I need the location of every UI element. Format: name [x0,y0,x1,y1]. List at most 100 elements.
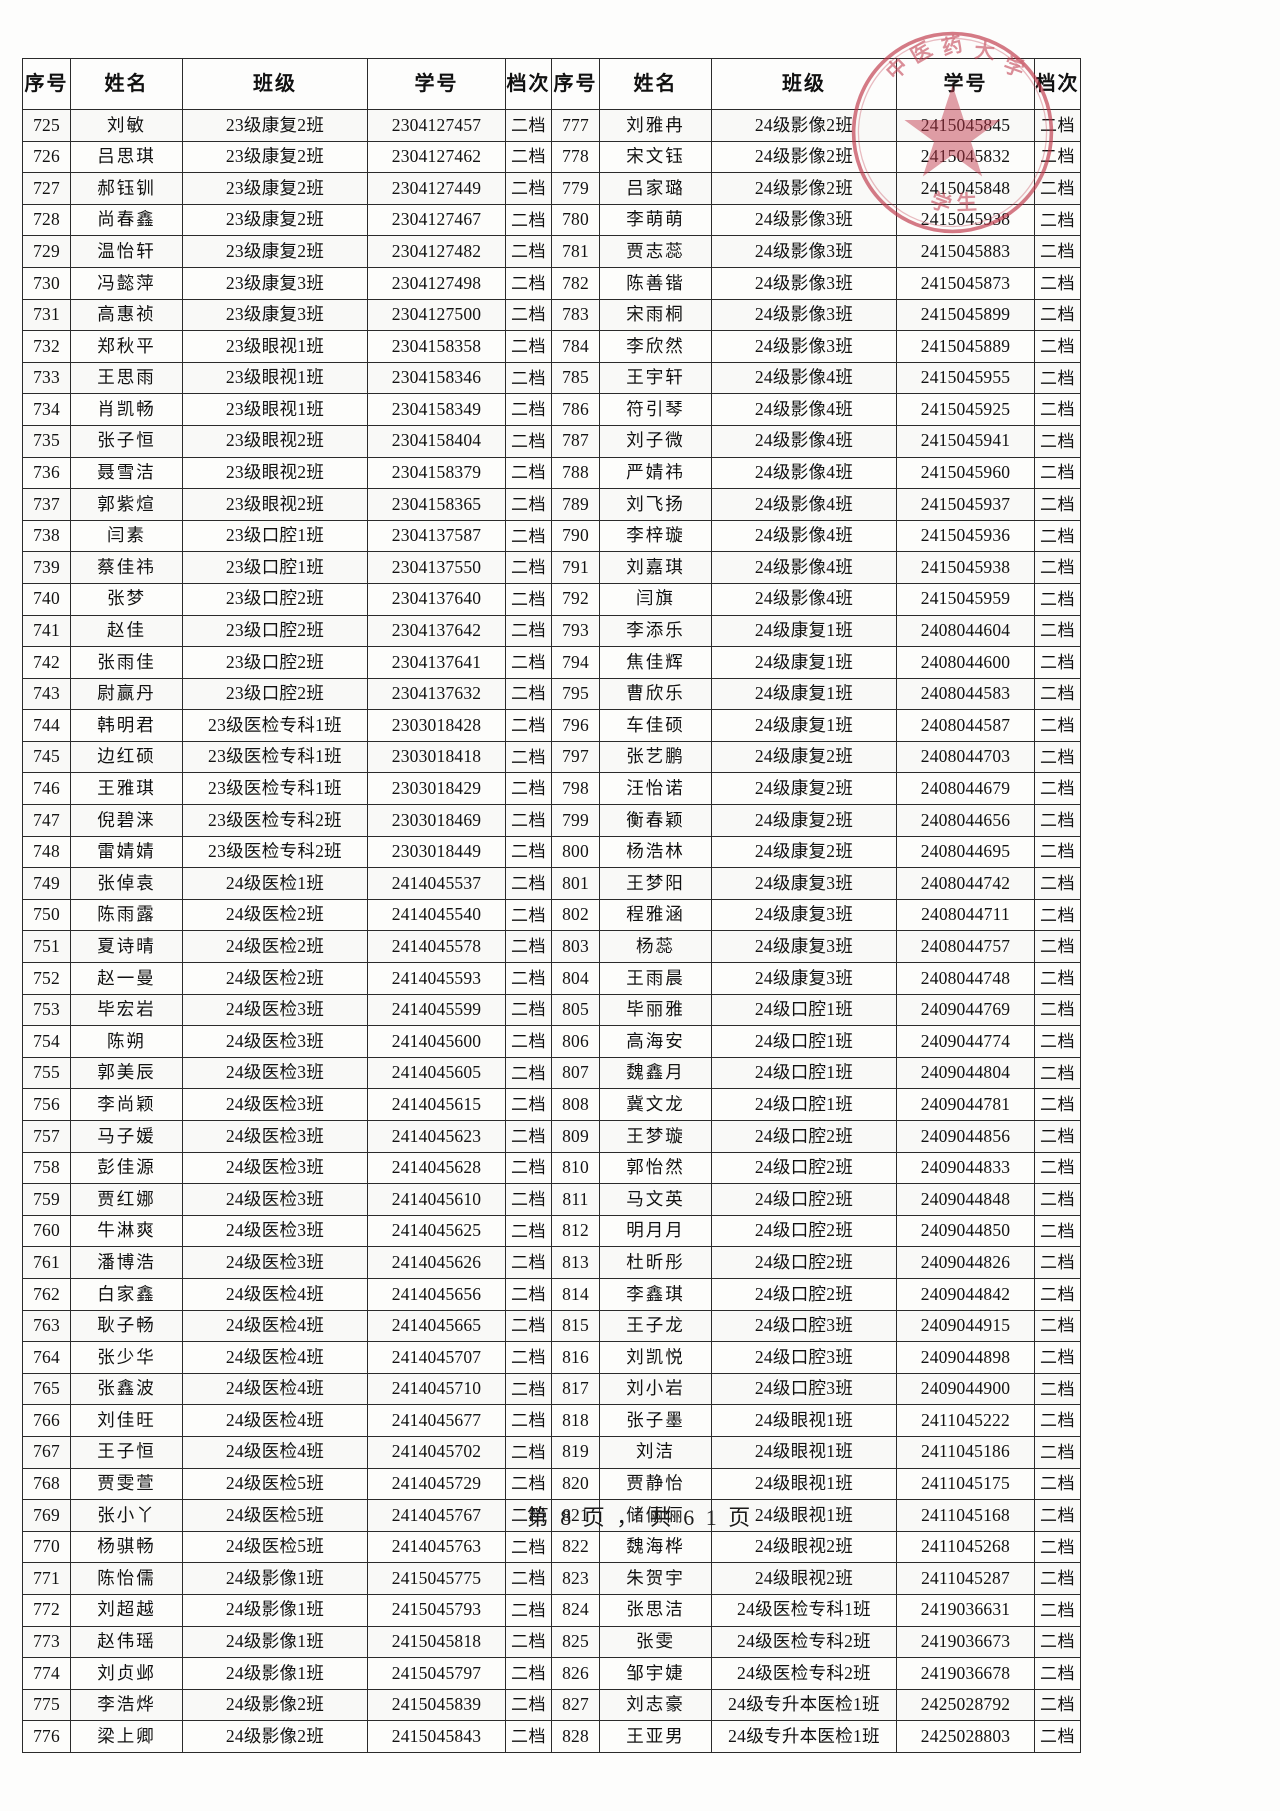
cell-seq-left: 745 [22,740,71,774]
cell-sid-right: 2409044842 [896,1277,1035,1311]
cell-seq-right: 778 [551,140,600,174]
cell-sid-left: 2415045797 [367,1657,506,1690]
cell-sid-right: 2408044604 [896,614,1035,648]
cell-seq-left: 727 [22,172,71,205]
cell-tier-right: 二档 [1034,962,1081,995]
cell-sid-right: 2408044587 [896,709,1035,742]
cell-tier-right: 二档 [1034,614,1081,648]
cell-name-left: 刘佳旺 [70,1404,183,1437]
cell-name-left: 梁上卿 [70,1720,183,1753]
cell-name-left: 郭紫煊 [70,488,183,521]
cell-seq-right: 812 [551,1214,600,1248]
cell-cls-left: 24级影像1班 [182,1593,368,1627]
cell-cls-right: 24级康复3班 [711,898,897,932]
cell-cls-right: 24级影像4班 [711,582,897,616]
cell-name-left: 倪碧涞 [70,804,183,837]
cell-seq-right: 802 [551,898,600,932]
cell-seq-left: 753 [22,993,71,1027]
cell-sid-left: 2304127457 [367,109,506,142]
cell-seq-left: 761 [22,1246,71,1279]
cell-name-left: 蔡佳祎 [70,551,183,584]
cell-sid-right: 2411045175 [896,1467,1035,1501]
cell-seq-left: 765 [22,1372,71,1406]
cell-name-left: 马子媛 [70,1120,183,1153]
cell-seq-right: 777 [551,109,600,142]
cell-seq-left: 764 [22,1341,71,1374]
cell-name-left: 闫素 [70,519,183,553]
cell-tier-right: 二档 [1034,1025,1081,1058]
cell-name-left: 雷婧婧 [70,835,183,869]
table-row: 756 李尚颖 24级医检3班 2414045615 二档 808 冀文龙 24级口腔1班 24… [22,1088,1081,1121]
cell-sid-left: 2304137587 [367,519,506,553]
cell-tier-right: 二档 [1034,1562,1081,1595]
cell-tier-left: 二档 [505,740,552,774]
roster-table-container: 序号 姓名 班级 学号 档次 序号 姓名 班级 学号 档次 725 刘敏 23级康复… [22,58,1081,1753]
cell-sid-right: 2419036631 [896,1593,1035,1627]
cell-name-left: 贾雯萱 [70,1467,183,1501]
cell-tier-right: 二档 [1034,1183,1081,1216]
cell-sid-right: 2411045287 [896,1562,1035,1595]
cell-seq-right: 794 [551,646,600,679]
table-row: 772 刘超越 24级影像1班 2415045793 二档 824 张思洁 24级医检专科1班… [22,1593,1081,1627]
cell-seq-right: 788 [551,456,600,490]
cell-sid-right: 2415045899 [896,298,1035,332]
cell-name-left: 夏诗晴 [70,930,183,964]
col-header-student-id-right: 学号 [896,58,1035,110]
cell-tier-left: 二档 [505,804,552,837]
cell-cls-left: 23级康复2班 [182,235,368,268]
table-row: 759 贾红娜 24级医检3班 2414045610 二档 811 马文英 24级口腔2班 24… [22,1183,1081,1216]
cell-name-right: 刘子微 [599,424,712,458]
cell-seq-right: 819 [551,1435,600,1469]
cell-seq-right: 805 [551,993,600,1027]
cell-name-right: 朱贺宇 [599,1562,712,1595]
cell-sid-left: 2415045775 [367,1562,506,1595]
cell-sid-right: 2415045955 [896,361,1035,395]
table-row: 725 刘敏 23级康复2班 2304127457 二档 777 刘雅冉 24级影像2班 241… [22,109,1081,142]
cell-tier-left: 二档 [505,551,552,584]
cell-seq-right: 818 [551,1404,600,1437]
cell-sid-left: 2414045540 [367,898,506,932]
cell-name-left: 郑秋平 [70,330,183,363]
cell-cls-left: 24级影像1班 [182,1625,368,1659]
cell-name-right: 曹欣乐 [599,677,712,711]
cell-cls-right: 24级口腔3班 [711,1309,897,1343]
cell-seq-right: 797 [551,740,600,774]
cell-cls-left: 23级康复2班 [182,203,368,237]
cell-name-right: 张艺鹏 [599,740,712,774]
cell-tier-left: 二档 [505,1341,552,1374]
cell-cls-left: 24级医检4班 [182,1309,368,1343]
cell-seq-left: 726 [22,140,71,174]
cell-tier-left: 二档 [505,835,552,869]
cell-tier-right: 二档 [1034,519,1081,553]
cell-sid-right: 2409044900 [896,1372,1035,1406]
cell-cls-right: 24级口腔2班 [711,1277,897,1311]
cell-tier-left: 二档 [505,582,552,616]
cell-cls-left: 24级影像2班 [182,1720,368,1753]
cell-seq-right: 827 [551,1688,600,1722]
cell-seq-right: 780 [551,203,600,237]
cell-cls-left: 23级康复2班 [182,109,368,142]
cell-cls-left: 23级眼视2班 [182,424,368,458]
cell-sid-right: 2419036673 [896,1625,1035,1659]
cell-sid-left: 2304127482 [367,235,506,268]
cell-sid-right: 2409044856 [896,1120,1035,1153]
cell-sid-right: 2408044695 [896,835,1035,869]
cell-name-right: 严婧祎 [599,456,712,490]
cell-seq-right: 793 [551,614,600,648]
cell-tier-left: 二档 [505,1404,552,1437]
cell-name-right: 符引琴 [599,393,712,426]
cell-tier-right: 二档 [1034,835,1081,869]
cell-cls-left: 23级口腔1班 [182,551,368,584]
cell-name-right: 刘凯悦 [599,1341,712,1374]
cell-cls-left: 24级医检5班 [182,1467,368,1501]
cell-seq-left: 738 [22,519,71,553]
cell-tier-left: 二档 [505,298,552,332]
cell-tier-left: 二档 [505,266,552,300]
table-row: 774 刘贞邺 24级影像1班 2415045797 二档 826 邹宇婕 24级医检专科2班… [22,1657,1081,1690]
cell-name-left: 韩明君 [70,709,183,742]
cell-seq-right: 790 [551,519,600,553]
cell-seq-right: 792 [551,582,600,616]
cell-tier-left: 二档 [505,488,552,521]
cell-seq-left: 770 [22,1530,71,1564]
